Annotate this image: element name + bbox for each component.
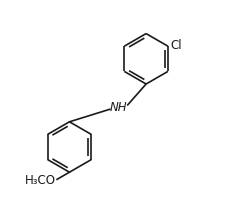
- Text: Cl: Cl: [170, 39, 182, 52]
- Text: NH: NH: [110, 101, 128, 114]
- Text: H₃CO: H₃CO: [24, 174, 55, 187]
